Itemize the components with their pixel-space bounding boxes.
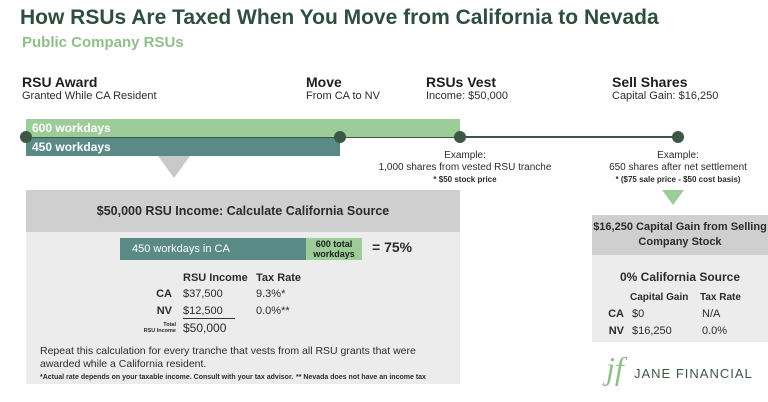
timeline-dot-move xyxy=(334,131,346,143)
cell-ca-gain: $0 xyxy=(632,308,645,320)
pointer-triangle-green xyxy=(662,190,684,205)
capital-gain-heading: $16,250 Capital Gain from Selling Compan… xyxy=(592,215,768,255)
example-line: 650 shares after net settlement xyxy=(609,162,747,173)
event-rsu-award: RSU Award Granted While CA Resident xyxy=(22,74,157,102)
cell-nv-rate: 0.0%** xyxy=(256,305,290,317)
cell-ca-income: $37,500 xyxy=(183,288,223,300)
event-sub: Granted While CA Resident xyxy=(22,90,157,102)
event-sub: Capital Gain: $16,250 xyxy=(612,90,719,102)
cell-ca-gain-rate: N/A xyxy=(702,308,721,320)
bar-total-workdays: 600 workdays xyxy=(26,119,460,137)
timeline-dot-vest xyxy=(454,131,466,143)
repeat-note: Repeat this calculation for every tranch… xyxy=(40,345,416,370)
event-sub: From CA to NV xyxy=(306,90,380,102)
row-label-total: Total RSU Income xyxy=(136,322,176,334)
example-title: Example: xyxy=(657,150,699,161)
example-note: * $50 stock price xyxy=(433,175,497,184)
total-label-line1: Total xyxy=(163,322,176,328)
cell-total-income: $50,000 xyxy=(183,321,227,335)
footnote-nevada: ** Nevada does not have an income tax xyxy=(296,374,426,381)
footnote-tax-rate: *Actual rate depends on your taxable inc… xyxy=(40,374,294,381)
pointer-triangle xyxy=(158,156,190,178)
row-label-ca: CA xyxy=(156,288,172,300)
event-label: Move xyxy=(306,74,342,90)
event-rsus-vest: RSUs Vest Income: $50,000 xyxy=(426,74,508,102)
capital-gain-subheading: 0% California Source xyxy=(619,270,741,284)
example-note: * ($75 sale price - $50 cost basis) xyxy=(615,175,741,184)
bar-ca-workdays: 450 workdays xyxy=(26,138,340,156)
calc-result: = 75% xyxy=(372,239,413,255)
event-sub: Income: $50,000 xyxy=(426,90,508,102)
col-header-tax-rate: Tax Rate xyxy=(700,292,741,303)
example-sell: Example: 650 shares after net settlement… xyxy=(590,150,766,186)
cell-nv-income: $12,500 xyxy=(183,305,223,317)
timeline-line xyxy=(26,136,678,138)
col-header-tax-rate: Tax Rate xyxy=(256,272,302,284)
page-title: How RSUs Are Taxed When You Move from Ca… xyxy=(20,6,659,29)
cell-nv-gain: $16,250 xyxy=(632,325,672,337)
event-label: RSU Award xyxy=(22,74,98,90)
event-label: RSUs Vest xyxy=(426,74,497,90)
col-header-capital-gain: Capital Gain xyxy=(630,292,689,303)
ca-source-heading: $50,000 RSU Income: Calculate California… xyxy=(26,190,460,232)
row-label-ca: CA xyxy=(608,308,624,320)
example-vest: Example: 1,000 shares from vested RSU tr… xyxy=(370,150,560,186)
event-move: Move From CA to NV xyxy=(306,74,380,102)
example-line: 1,000 shares from vested RSU tranche xyxy=(378,162,552,173)
example-title: Example: xyxy=(444,150,486,161)
event-sell-shares: Sell Shares Capital Gain: $16,250 xyxy=(612,74,718,102)
timeline-dot-sell xyxy=(672,131,684,143)
brand-logo-mark: jf xyxy=(606,350,624,386)
brand-name: JANE FINANCIAL xyxy=(634,366,753,381)
col-header-rsu-income: RSU Income xyxy=(183,272,248,284)
cell-ca-rate: 9.3%* xyxy=(256,288,286,300)
event-label: Sell Shares xyxy=(612,74,688,90)
calc-total-line1: 600 total xyxy=(315,239,353,249)
calc-total-line2: workdays xyxy=(313,249,355,259)
total-underline xyxy=(183,318,235,319)
row-label-nv: NV xyxy=(608,325,624,337)
cell-nv-gain-rate: 0.0% xyxy=(702,325,728,337)
total-label-line2: RSU Income xyxy=(143,328,176,334)
calc-ca-workdays: 450 workdays in CA xyxy=(120,238,306,260)
row-label-nv: NV xyxy=(156,305,172,317)
calc-total-workdays: 600 total workdays xyxy=(306,238,362,260)
timeline-dot-award xyxy=(20,131,32,143)
page-subtitle: Public Company RSUs xyxy=(22,34,184,51)
